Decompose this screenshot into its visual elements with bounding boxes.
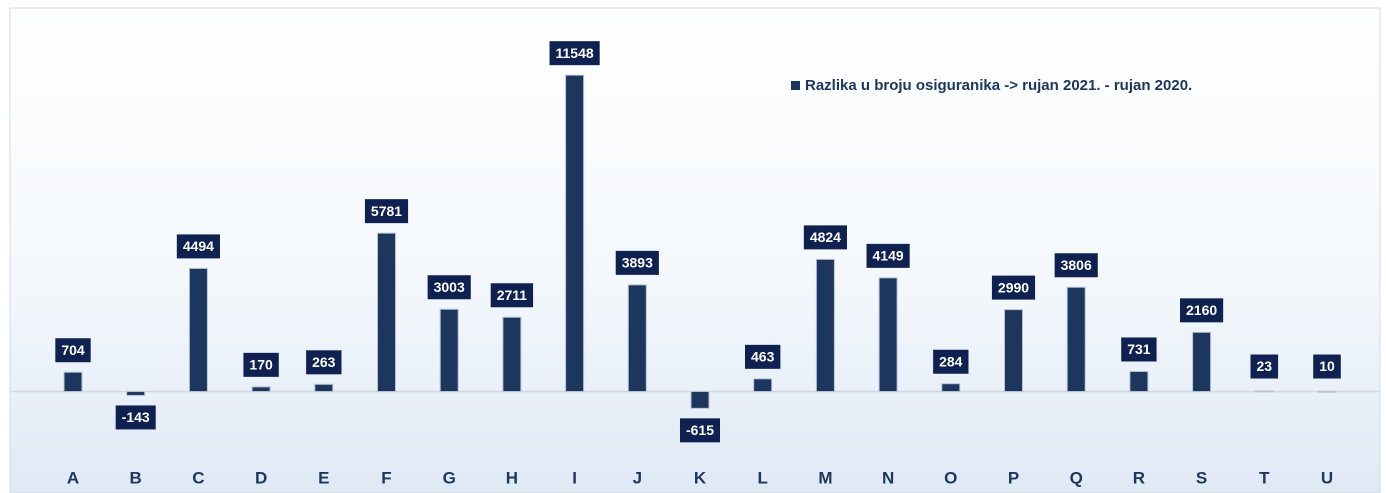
bar [251, 386, 271, 393]
legend-label: Razlika u broju osiguranika -> rujan 202… [805, 77, 1192, 94]
bar [1004, 309, 1023, 393]
legend-swatch [791, 81, 800, 90]
x-tick-label: F [381, 468, 391, 487]
data-label-box [615, 250, 659, 275]
x-tick-label: R [1133, 468, 1145, 487]
data-label-box [1054, 253, 1098, 278]
data-label-box [1121, 337, 1157, 362]
x-tick-label: H [506, 468, 518, 487]
data-label: 4494 [183, 238, 214, 254]
data-label: 3806 [1061, 257, 1092, 273]
x-tick-label: B [130, 468, 142, 487]
data-label: 2711 [497, 287, 528, 303]
bar [439, 308, 459, 393]
data-label: 2990 [998, 279, 1029, 295]
data-label-box [243, 352, 279, 377]
bar [63, 371, 83, 393]
data-label-box [745, 344, 781, 369]
bar [565, 74, 585, 393]
x-tick-label: K [694, 468, 707, 487]
bar [126, 391, 146, 396]
bar [1254, 390, 1274, 393]
bar [627, 284, 647, 393]
plot-background [9, 7, 1381, 493]
x-tick-label: I [572, 468, 577, 487]
data-label-box [427, 275, 471, 300]
legend: Razlika u broju osiguranika -> rujan 202… [791, 77, 1192, 94]
x-tick-label: L [758, 468, 768, 487]
x-tick-label: C [192, 468, 204, 487]
data-label: 704 [61, 342, 85, 358]
data-label: -615 [686, 422, 714, 438]
x-tick-label: G [443, 468, 456, 487]
x-tick-label: J [633, 468, 642, 487]
data-label-box [549, 41, 600, 66]
bar [1066, 286, 1086, 393]
bar [815, 258, 835, 393]
data-label-box [933, 349, 969, 374]
data-label-box [679, 418, 721, 443]
data-label: 463 [751, 349, 775, 365]
data-label: 3893 [622, 255, 653, 271]
data-label-box [364, 199, 409, 224]
x-tick-label: A [67, 468, 79, 487]
data-label: 4824 [810, 229, 841, 245]
data-label: 10 [1319, 358, 1335, 374]
data-label-box [306, 350, 342, 375]
x-tick-label: U [1321, 468, 1333, 487]
data-label: -143 [122, 409, 150, 425]
data-label: 23 [1257, 358, 1273, 374]
data-label-box [1180, 298, 1224, 323]
x-tick-label: E [318, 468, 329, 487]
bar [502, 316, 522, 393]
x-tick-label: P [1008, 468, 1019, 487]
x-tick-label: M [818, 468, 832, 487]
data-label-box [176, 234, 220, 259]
bar [690, 391, 710, 409]
x-tick-label: T [1259, 468, 1270, 487]
data-label: 731 [1127, 341, 1151, 357]
data-label: 284 [939, 353, 963, 369]
data-label: 11548 [556, 45, 594, 61]
data-label: 263 [312, 354, 336, 370]
data-label-box [1313, 354, 1341, 379]
bar [753, 378, 773, 393]
bar [314, 383, 334, 393]
bar [1129, 370, 1149, 393]
data-label-box [1250, 354, 1279, 379]
data-label: 2160 [1186, 302, 1217, 318]
data-label-box [115, 405, 156, 430]
x-tick-label: N [882, 468, 894, 487]
x-tick-label: S [1196, 468, 1207, 487]
x-tick-label: D [255, 468, 267, 487]
x-tick-label: Q [1070, 468, 1083, 487]
data-label-box [866, 243, 910, 268]
bar [878, 277, 898, 393]
bar [1317, 390, 1337, 393]
data-label: 4149 [873, 248, 904, 264]
data-label: 3003 [434, 279, 465, 295]
data-label-box [55, 338, 91, 363]
x-tick-label: O [944, 468, 957, 487]
data-label-box [991, 275, 1036, 300]
data-label-box [490, 283, 534, 308]
bar [1192, 331, 1212, 393]
bar [377, 232, 396, 393]
bar [188, 267, 208, 393]
bar [941, 383, 961, 393]
data-label: 5781 [371, 203, 402, 219]
data-label-box [803, 225, 847, 250]
data-label: 170 [249, 357, 273, 373]
